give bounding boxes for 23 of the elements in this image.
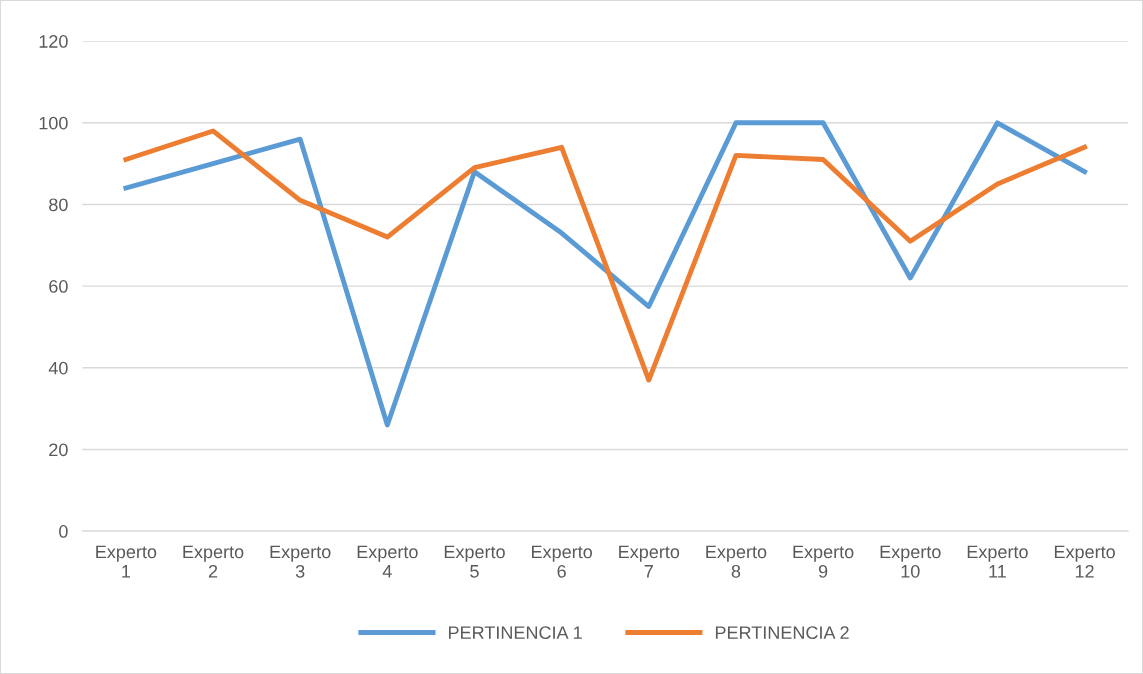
x-tick-label: Experto 6: [532, 545, 592, 578]
x-tick-label: Experto 8: [706, 545, 767, 578]
y-tick-label: 120: [39, 35, 68, 48]
x-tick-label: Experto 3: [270, 545, 331, 578]
x-tick-label: Experto 4: [357, 545, 418, 578]
x-tick-label: Experto 12: [1054, 545, 1115, 578]
x-tick-label: Experto 9: [793, 545, 854, 578]
y-tick-label: 80: [49, 198, 68, 212]
x-tick-label: Experto 10: [880, 545, 941, 578]
y-tick-label: 100: [39, 116, 68, 130]
legend-label: PERTINENCIA 2: [715, 626, 849, 640]
x-tick-label: Experto 1: [96, 545, 157, 578]
x-tick-label: Experto 2: [183, 545, 244, 578]
line-series: [123, 120, 1087, 428]
y-tick-label: 40: [48, 361, 68, 375]
x-tick-label: Experto 5: [444, 545, 505, 578]
line-series: [123, 128, 1087, 383]
x-tick-label: Experto 7: [619, 545, 680, 578]
y-tick-label: 20: [49, 443, 68, 457]
y-tick-label: 60: [49, 280, 68, 293]
y-tick-label: 0: [59, 525, 68, 538]
x-tick-label: Experto 11: [967, 545, 1028, 578]
legend-label: PERTINENCIA 1: [448, 626, 582, 640]
